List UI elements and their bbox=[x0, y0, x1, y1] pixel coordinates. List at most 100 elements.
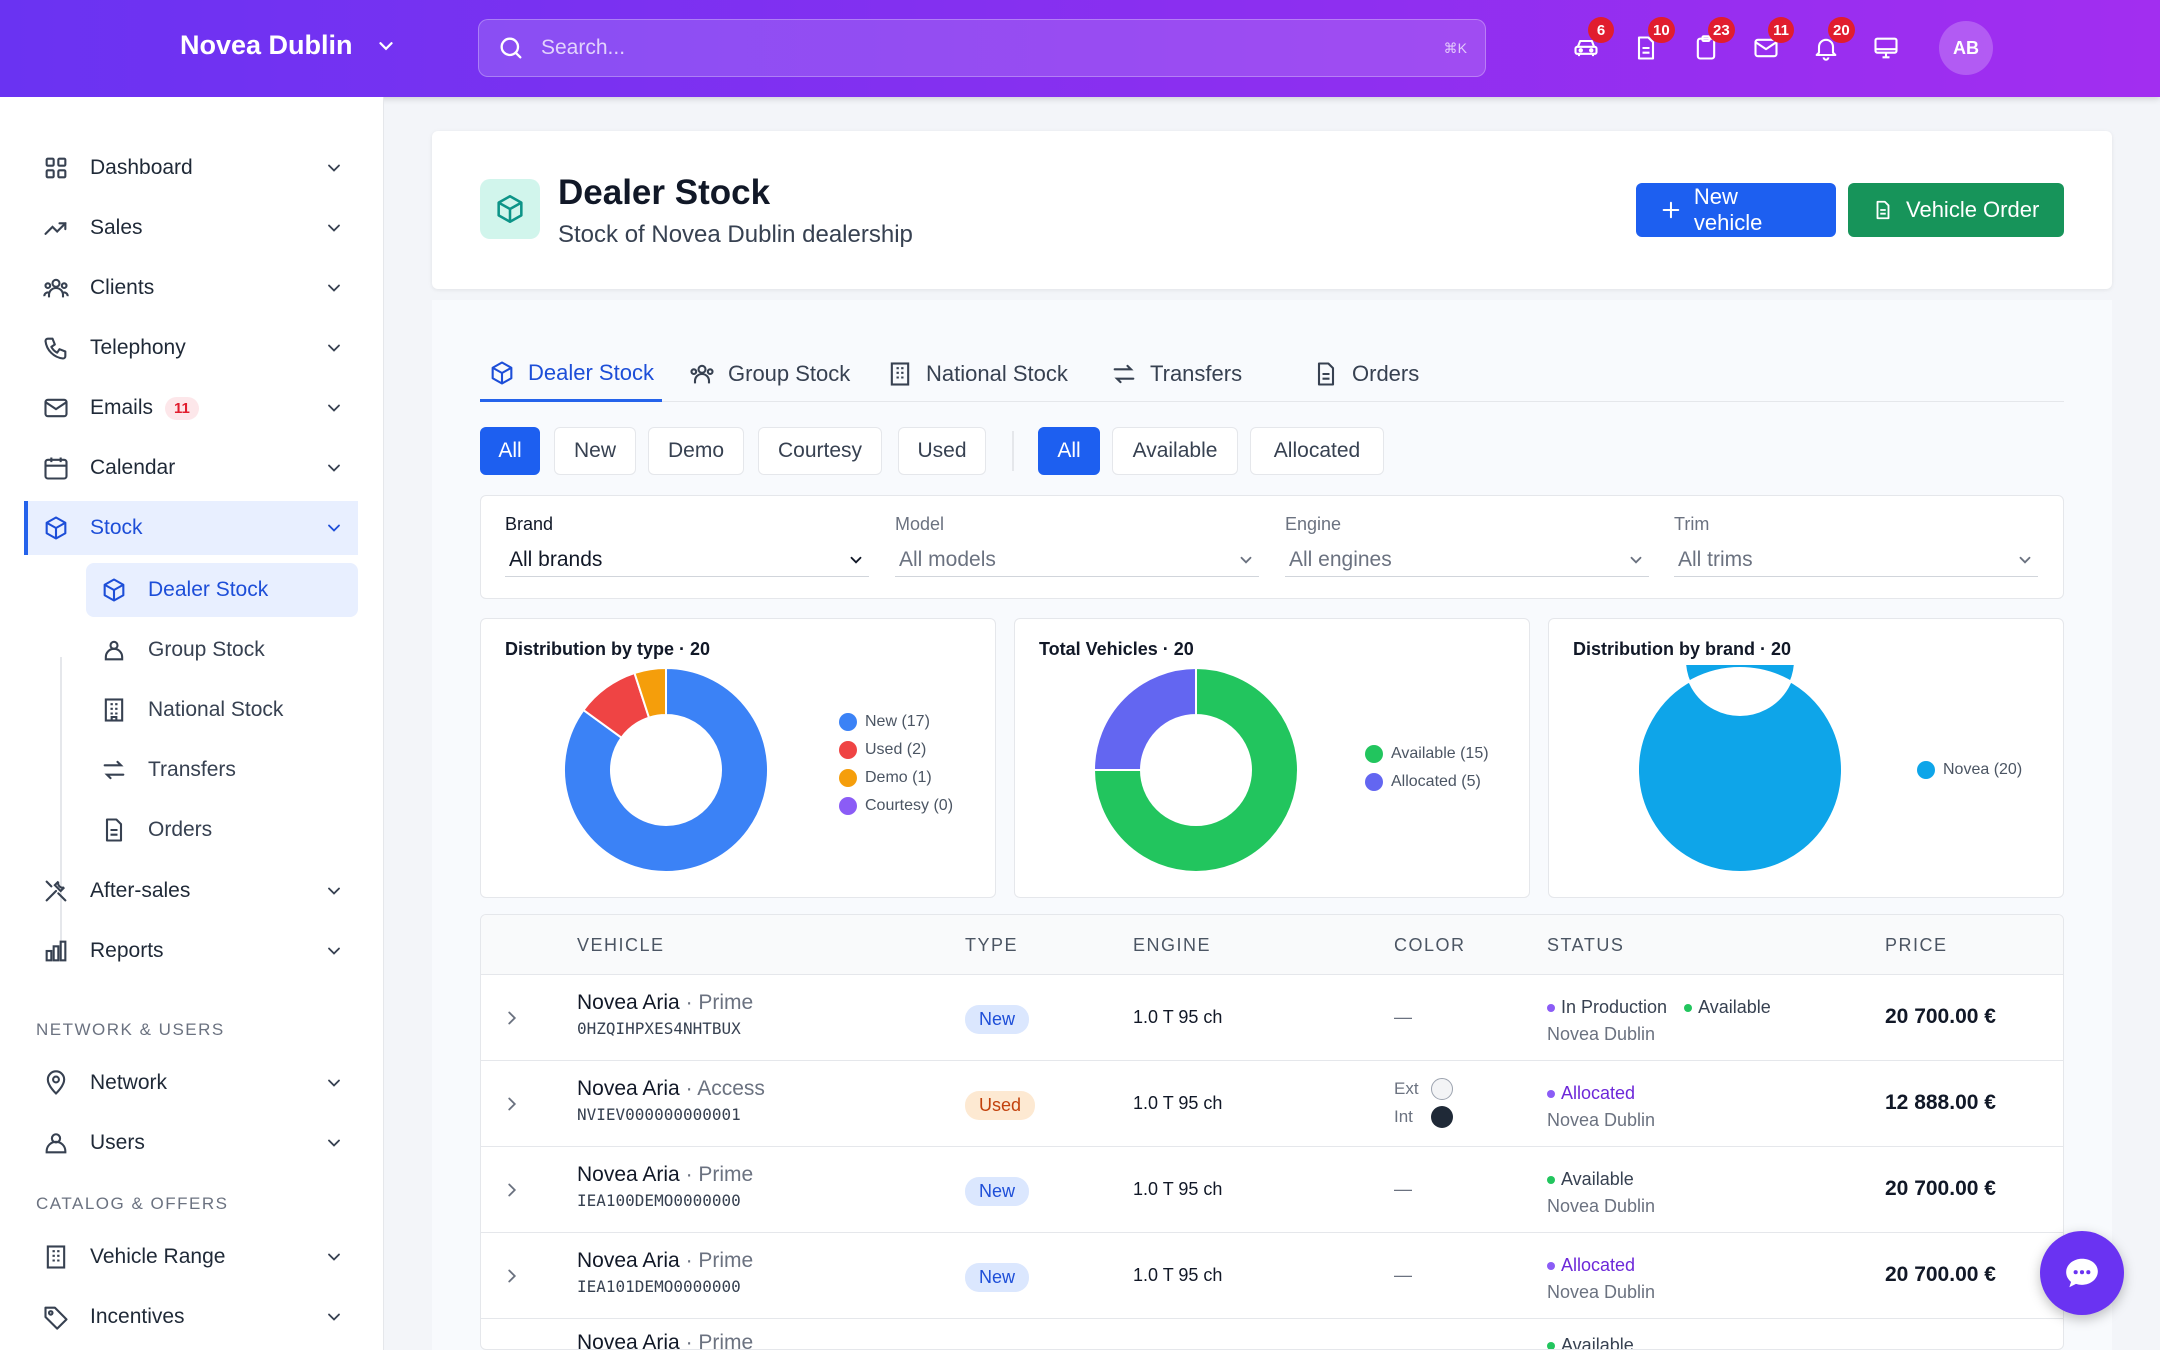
price-cell: 20 700.00 € bbox=[1885, 1177, 1996, 1200]
table-row[interactable]: Novea Aria · Prime Available bbox=[481, 1319, 2063, 1349]
column-header-status[interactable]: STATUS bbox=[1547, 935, 1625, 955]
tab-group-stock[interactable]: Group Stock bbox=[680, 346, 858, 402]
sidebar-item-incentives[interactable]: Incentives bbox=[24, 1290, 358, 1344]
table-row[interactable]: Novea Aria · Prime IEA100DEMO0000000 New… bbox=[481, 1147, 2063, 1233]
legend-label: Demo (1) bbox=[865, 769, 932, 786]
user-avatar[interactable]: AB bbox=[1939, 21, 1993, 75]
sidebar-item-dashboard[interactable]: Dashboard bbox=[24, 141, 358, 195]
sidebar-item-users[interactable]: Users bbox=[24, 1116, 358, 1170]
sidebar-item-calendar[interactable]: Calendar bbox=[24, 441, 358, 495]
chat-button[interactable] bbox=[2040, 1231, 2124, 1315]
dealership-switcher[interactable]: Novea Dublin bbox=[180, 30, 397, 61]
legend-label: Allocated (5) bbox=[1391, 773, 1481, 790]
display-button[interactable] bbox=[1868, 22, 1904, 74]
model-select-value: All models bbox=[899, 547, 996, 571]
type-filter-all[interactable]: All bbox=[480, 427, 540, 475]
sidebar-subitem-orders[interactable]: Orders bbox=[86, 803, 358, 857]
documents-button[interactable]: 10 bbox=[1628, 17, 1675, 74]
sidebar-item-emails[interactable]: Emails 11 bbox=[24, 381, 358, 435]
column-header-vehicle[interactable]: VEHICLE bbox=[577, 935, 665, 955]
tasks-button[interactable]: 23 bbox=[1688, 17, 1735, 74]
table-row[interactable]: Novea Aria · Access NVIEV000000000001 Us… bbox=[481, 1061, 2063, 1147]
brand-filter: Brand All brands bbox=[505, 514, 869, 577]
vehicle-order-button[interactable]: Vehicle Order bbox=[1848, 183, 2064, 237]
type-cell: Used bbox=[965, 1091, 1036, 1120]
legend-item[interactable]: Available (15) bbox=[1365, 745, 1489, 763]
chart-title: Distribution by brand · 20 bbox=[1573, 639, 1792, 659]
chevron-down-icon bbox=[328, 887, 340, 895]
bell-icon bbox=[1815, 38, 1837, 61]
sidebar: Dashboard Sales Clients Telephony Emails… bbox=[0, 97, 384, 1350]
search-input[interactable] bbox=[541, 36, 1444, 60]
sidebar-item-sales[interactable]: Sales bbox=[24, 201, 358, 255]
alerts-button[interactable]: 20 bbox=[1808, 17, 1855, 74]
sidebar-item-label: Vehicle Range bbox=[90, 1245, 226, 1268]
sidebar-item-reports[interactable]: Reports bbox=[24, 924, 358, 978]
status-filter-all[interactable]: All bbox=[1038, 427, 1100, 475]
model-select[interactable]: All models bbox=[895, 543, 1259, 577]
mail-icon bbox=[1754, 38, 1778, 58]
sidebar-item-stock[interactable]: Stock bbox=[24, 501, 358, 555]
trim-select[interactable]: All trims bbox=[1674, 543, 2038, 577]
trim-filter-label: Trim bbox=[1674, 514, 1710, 534]
type-filter-courtesy[interactable]: Courtesy bbox=[758, 427, 882, 475]
page-subtitle: Stock of Novea Dublin dealership bbox=[558, 221, 913, 248]
type-filter-demo[interactable]: Demo bbox=[648, 427, 744, 475]
legend-item[interactable]: Courtesy (0) bbox=[839, 797, 953, 815]
type-donut bbox=[563, 666, 769, 873]
color-cell: — bbox=[1394, 1179, 1412, 1199]
sidebar-subitem-national-stock[interactable]: National Stock bbox=[86, 683, 358, 737]
legend-item[interactable]: Demo (1) bbox=[839, 769, 953, 787]
sidebar-subitem-transfers[interactable]: Transfers bbox=[86, 743, 358, 797]
tab-national-stock[interactable]: National Stock bbox=[878, 346, 1076, 402]
messages-button[interactable]: 11 bbox=[1748, 17, 1794, 74]
tab-dealer-stock[interactable]: Dealer Stock bbox=[480, 346, 662, 402]
search-bar[interactable]: ⌘K bbox=[478, 19, 1486, 77]
engine-select[interactable]: All engines bbox=[1285, 543, 1649, 577]
column-header-type[interactable]: TYPE bbox=[965, 935, 1019, 955]
sidebar-subitem-dealer-stock[interactable]: Dealer Stock bbox=[86, 563, 358, 617]
cube-icon bbox=[45, 516, 67, 540]
column-header-color[interactable]: COLOR bbox=[1394, 935, 1466, 955]
legend-item[interactable]: Novea (20) bbox=[1917, 761, 2022, 779]
brand-select[interactable]: All brands bbox=[505, 543, 869, 577]
chevron-right-icon[interactable] bbox=[501, 1007, 523, 1029]
chevron-down-icon bbox=[328, 947, 340, 955]
sidebar-subitem-label: Group Stock bbox=[148, 638, 265, 661]
car-notifications-button[interactable]: 6 bbox=[1568, 17, 1614, 74]
sidebar-subitem-group-stock[interactable]: Group Stock bbox=[86, 623, 358, 677]
column-header-engine[interactable]: ENGINE bbox=[1133, 935, 1212, 955]
status-filter-available[interactable]: Available bbox=[1112, 427, 1238, 475]
column-header-price[interactable]: PRICE bbox=[1885, 935, 1948, 955]
section-title-network: NETWORK & USERS bbox=[36, 1020, 225, 1039]
sidebar-item-after-sales[interactable]: After-sales bbox=[24, 864, 358, 918]
chevron-down-icon bbox=[2019, 556, 2031, 564]
status-label: Allocated bbox=[1561, 1083, 1636, 1103]
chevron-right-icon[interactable] bbox=[501, 1179, 523, 1201]
chevron-right-icon[interactable] bbox=[501, 1093, 523, 1115]
tab-orders[interactable]: Orders bbox=[1304, 346, 1427, 402]
tab-transfers[interactable]: Transfers bbox=[1102, 346, 1250, 402]
legend-item[interactable]: New (17) bbox=[839, 713, 953, 731]
type-filter-used[interactable]: Used bbox=[898, 427, 986, 475]
notification-badge: 23 bbox=[1708, 17, 1735, 43]
search-icon bbox=[500, 37, 522, 59]
status-filter-allocated[interactable]: Allocated bbox=[1250, 427, 1384, 475]
chevron-down-icon bbox=[328, 404, 340, 412]
sidebar-item-vehicle-range[interactable]: Vehicle Range bbox=[24, 1230, 358, 1284]
table-row[interactable]: Novea Aria · Prime 0HZQIHPXES4NHTBUX New… bbox=[481, 975, 2063, 1061]
sidebar-item-network[interactable]: Network bbox=[24, 1056, 358, 1110]
legend-item[interactable]: Allocated (5) bbox=[1365, 773, 1489, 791]
arrows-exchange-icon bbox=[1113, 364, 1135, 384]
type-filter-new[interactable]: New bbox=[554, 427, 636, 475]
chevron-right-icon[interactable] bbox=[501, 1265, 523, 1287]
chart-legend: Available (15) Allocated (5) bbox=[1365, 745, 1489, 791]
sidebar-item-telephony[interactable]: Telephony bbox=[24, 321, 358, 375]
legend-item[interactable]: Used (2) bbox=[839, 741, 953, 759]
chevron-down-icon bbox=[328, 1079, 340, 1087]
legend-label: Courtesy (0) bbox=[865, 797, 954, 814]
sidebar-item-clients[interactable]: Clients bbox=[24, 261, 358, 315]
table-row[interactable]: Novea Aria · Prime IEA101DEMO0000000 New… bbox=[481, 1233, 2063, 1319]
new-vehicle-button[interactable]: New vehicle bbox=[1636, 183, 1836, 237]
page-title: Dealer Stock bbox=[558, 173, 771, 212]
